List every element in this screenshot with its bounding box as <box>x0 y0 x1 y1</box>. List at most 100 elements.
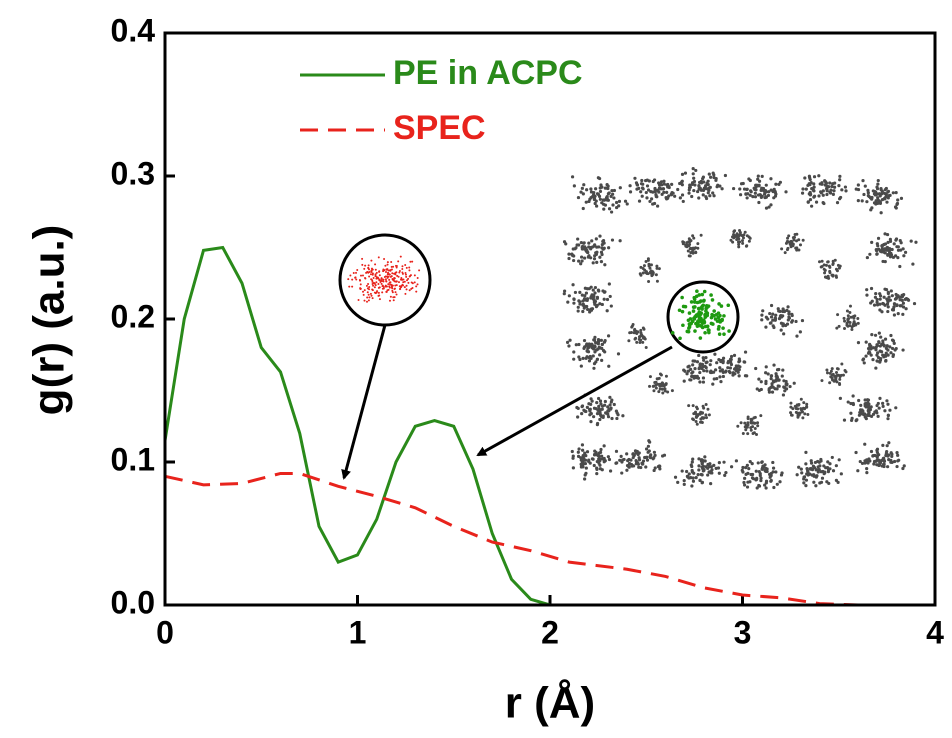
particle <box>413 281 416 284</box>
particle <box>771 460 775 465</box>
particle <box>606 192 611 196</box>
particle <box>599 402 603 406</box>
particle <box>649 190 653 194</box>
particle <box>871 454 875 458</box>
particle <box>602 460 606 464</box>
particle <box>404 292 407 295</box>
particle <box>885 344 889 348</box>
particle <box>886 353 890 357</box>
particle <box>698 380 702 384</box>
particle <box>697 353 701 358</box>
particle <box>734 459 739 463</box>
particle <box>759 476 763 480</box>
particle <box>741 236 745 240</box>
particle <box>749 417 753 421</box>
particle <box>718 375 722 379</box>
particle <box>605 186 609 190</box>
particle <box>405 284 408 287</box>
particle <box>712 194 716 198</box>
particle <box>721 359 725 363</box>
particle <box>828 467 832 471</box>
particle <box>894 237 899 241</box>
particle <box>869 353 873 357</box>
particle <box>686 329 691 334</box>
particle <box>883 409 887 413</box>
particle <box>772 187 776 191</box>
particle <box>693 183 697 187</box>
particle <box>867 413 872 418</box>
particle <box>867 458 871 463</box>
particle <box>805 466 809 471</box>
particle <box>683 369 687 373</box>
particle <box>825 184 829 188</box>
particle <box>732 186 736 191</box>
particle <box>839 472 843 476</box>
particle <box>885 449 889 454</box>
particle <box>640 178 644 183</box>
particle <box>632 331 636 335</box>
particle <box>577 243 581 247</box>
particle <box>604 411 608 415</box>
particle <box>687 326 691 330</box>
particle <box>808 177 812 182</box>
particle <box>580 186 584 190</box>
particle <box>749 189 753 193</box>
x-tick-label: 2 <box>541 614 559 650</box>
particle <box>798 243 802 247</box>
particle <box>884 288 889 292</box>
particle <box>680 309 685 314</box>
particle <box>903 250 908 254</box>
particle <box>397 260 400 263</box>
particle <box>590 239 594 243</box>
particle <box>861 179 865 183</box>
particle <box>598 353 602 357</box>
particle <box>881 443 885 447</box>
particle <box>589 402 593 406</box>
particle <box>618 458 622 462</box>
particle <box>724 369 728 373</box>
particle <box>598 412 602 416</box>
particle <box>380 282 383 285</box>
particle <box>746 415 750 419</box>
particle <box>878 297 882 301</box>
particle <box>856 183 860 187</box>
particle <box>893 348 897 352</box>
particle <box>830 184 834 189</box>
particle <box>603 399 607 404</box>
particle <box>874 348 878 352</box>
particle <box>697 187 702 191</box>
particle <box>701 188 705 192</box>
particle <box>873 193 878 197</box>
particle <box>593 302 597 306</box>
particle <box>754 469 758 473</box>
particle <box>726 361 730 365</box>
particle <box>886 291 890 296</box>
particle <box>597 404 601 408</box>
particle <box>893 205 898 209</box>
particle <box>609 304 613 308</box>
particle <box>704 195 708 199</box>
particle <box>657 190 661 194</box>
particle <box>886 413 890 418</box>
particle <box>594 348 599 352</box>
particle <box>882 191 887 195</box>
particle <box>796 415 800 419</box>
particle <box>854 450 858 455</box>
particle <box>653 466 657 470</box>
particle <box>705 416 709 420</box>
particle <box>881 301 885 306</box>
particle <box>592 344 597 348</box>
particle <box>594 450 598 455</box>
particle <box>696 306 701 311</box>
particle <box>866 461 870 465</box>
particle <box>802 481 806 485</box>
particle <box>656 204 660 208</box>
particle <box>595 192 600 196</box>
particle <box>400 277 403 280</box>
particle <box>804 483 808 488</box>
particle <box>589 190 594 194</box>
particle <box>388 273 391 276</box>
particle <box>632 453 636 457</box>
particle <box>714 466 718 470</box>
particle <box>587 245 591 249</box>
